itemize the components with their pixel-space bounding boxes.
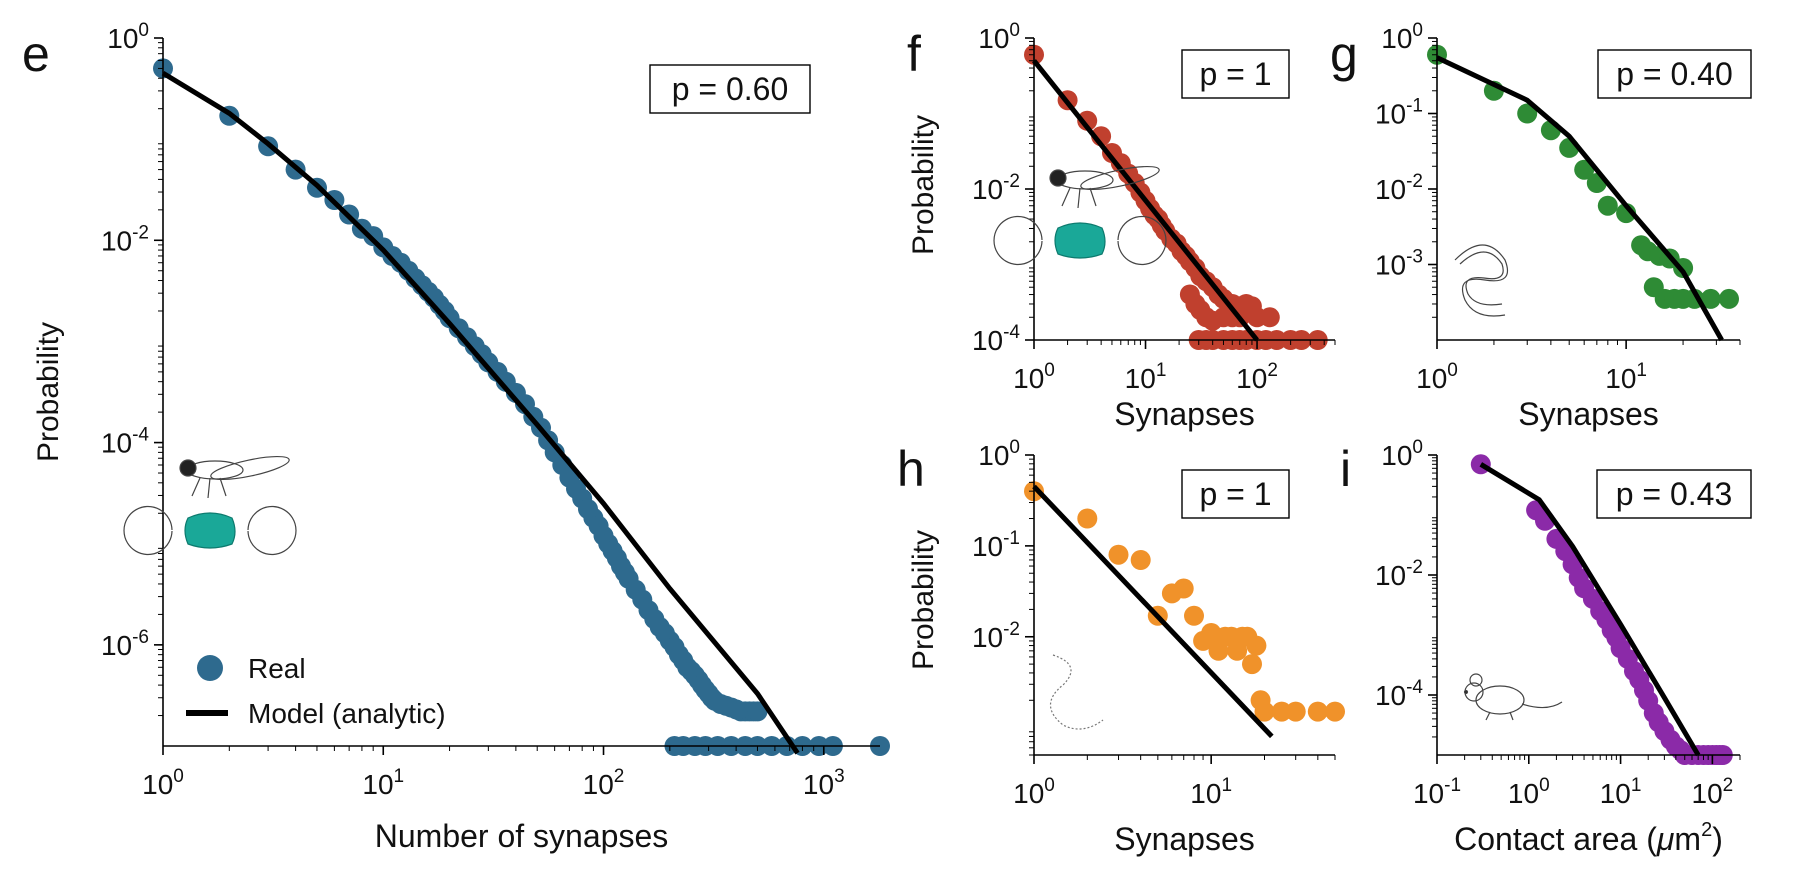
y-tick-label: 10-4 xyxy=(101,425,149,459)
data-point xyxy=(1108,544,1129,565)
fly-brain-icon xyxy=(993,165,1167,266)
panel-f: f 100 101 102 10-4 10-2 100 Synapses Probability… xyxy=(907,20,1336,432)
x-axis-label: Synapses xyxy=(1114,821,1255,857)
legend-label-real: Real xyxy=(248,653,306,684)
y-tick-label: 100 xyxy=(1381,20,1423,54)
p-value-box xyxy=(1597,49,1752,99)
p-value-label: p = 0.60 xyxy=(672,71,789,107)
x-tick-label: 102 xyxy=(1236,360,1278,394)
panel-letter: f xyxy=(907,26,921,82)
y-axis-label: Probability xyxy=(32,322,65,462)
model-line xyxy=(1479,462,1701,757)
mouse-icon xyxy=(1463,673,1563,721)
panel-g: g 100 101 10-3 10-2 10-1 100 Synapses p = 0.40 xyxy=(1330,20,1752,432)
data-point xyxy=(1285,701,1306,722)
y-tick-label: 10-2 xyxy=(972,171,1020,205)
x-tick-label: 100 xyxy=(142,766,184,800)
x-tick-label: 102 xyxy=(1692,775,1734,809)
y-tick-label: 100 xyxy=(107,20,149,54)
x-tick-label: 100 xyxy=(1013,775,1055,809)
larva-icon xyxy=(1049,654,1104,730)
p-value-label: p = 1 xyxy=(1199,56,1271,92)
y-tick-label: 100 xyxy=(978,437,1020,471)
model-line xyxy=(1032,484,1274,739)
data-point xyxy=(1597,195,1618,216)
panel-letter: g xyxy=(1330,26,1358,82)
data-points xyxy=(1024,481,1345,722)
data-point xyxy=(1173,578,1194,599)
panel-i: i 10-1 100 101 102 10-4 10-2 100 Contact area (μ… xyxy=(1340,437,1752,857)
panel-e: e 100 101 102 103 10-6 10-4 10-2 100 Number of sy… xyxy=(22,20,890,854)
x-axis-label: Number of synapses xyxy=(375,818,668,854)
x-tick-label: 100 xyxy=(1013,360,1055,394)
data-point xyxy=(1307,701,1328,722)
y-tick-label: 10-2 xyxy=(1375,557,1423,591)
y-tick-label: 10-6 xyxy=(101,627,149,661)
panel-letter: h xyxy=(897,441,925,497)
panel-h: h 100 101 10-2 10-1 100 Synapses Probability p =… xyxy=(897,437,1345,857)
y-tick-label: 10-1 xyxy=(1375,96,1423,130)
p-value-box xyxy=(1181,49,1290,99)
x-axis-label: Contact area (μm2) xyxy=(1454,819,1723,857)
data-point xyxy=(1242,654,1262,675)
y-tick-label: 10-1 xyxy=(972,528,1020,562)
model-line xyxy=(1032,59,1259,342)
data-point xyxy=(1259,307,1280,328)
model-line xyxy=(1435,55,1724,342)
y-tick-label: 100 xyxy=(978,20,1020,54)
data-point xyxy=(1130,550,1151,570)
p-value-label: p = 0.43 xyxy=(1616,476,1733,512)
y-axis-label: Probability xyxy=(907,115,940,255)
p-value-label: p = 0.40 xyxy=(1616,56,1733,92)
x-tick-label: 103 xyxy=(803,766,845,800)
y-axis-label: Probability xyxy=(907,530,940,670)
x-axis-label: Synapses xyxy=(1114,396,1255,432)
y-tick-label: 10-4 xyxy=(972,322,1020,356)
y-tick-label: 10-2 xyxy=(101,222,149,256)
data-point xyxy=(1719,288,1739,309)
p-value-label: p = 1 xyxy=(1199,476,1271,512)
data-point xyxy=(1077,508,1098,529)
x-tick-label: 100 xyxy=(1416,360,1458,394)
data-point xyxy=(1574,159,1595,180)
x-tick-label: 101 xyxy=(1605,360,1647,394)
data-point xyxy=(1517,103,1538,124)
data-point xyxy=(1184,605,1204,626)
data-point xyxy=(1254,701,1275,722)
x-tick-label: 10-1 xyxy=(1413,775,1461,809)
x-tick-label: 101 xyxy=(1190,775,1232,809)
data-point xyxy=(1271,701,1292,722)
panel-letter: e xyxy=(22,26,50,82)
legend-label-model: Model (analytic) xyxy=(248,698,446,729)
x-tick-label: 101 xyxy=(1125,360,1167,394)
y-tick-label: 10-2 xyxy=(972,619,1020,653)
legend: Real Model (analytic) xyxy=(186,653,446,729)
data-point xyxy=(1077,110,1098,131)
x-tick-label: 100 xyxy=(1508,775,1550,809)
data-point xyxy=(1246,635,1267,656)
worm-icon xyxy=(1454,244,1509,317)
model-line xyxy=(161,70,800,755)
p-value-box xyxy=(1596,469,1752,519)
y-tick-label: 100 xyxy=(1381,437,1423,471)
p-value-box xyxy=(1181,469,1290,519)
x-axis-label: Synapses xyxy=(1518,396,1659,432)
data-point xyxy=(1700,288,1721,309)
legend-marker-real xyxy=(197,655,223,681)
x-tick-label: 102 xyxy=(583,766,625,800)
data-point xyxy=(747,701,768,722)
panel-letter: i xyxy=(1340,441,1351,497)
fly-brain-icon xyxy=(123,455,297,556)
y-tick-label: 10-2 xyxy=(1375,171,1423,205)
data-point xyxy=(1325,701,1345,722)
y-tick-label: 10-3 xyxy=(1375,247,1423,281)
x-tick-label: 101 xyxy=(362,766,404,800)
x-tick-label: 101 xyxy=(1600,775,1642,809)
y-tick-label: 10-4 xyxy=(1375,677,1423,711)
p-value-box xyxy=(649,64,811,114)
